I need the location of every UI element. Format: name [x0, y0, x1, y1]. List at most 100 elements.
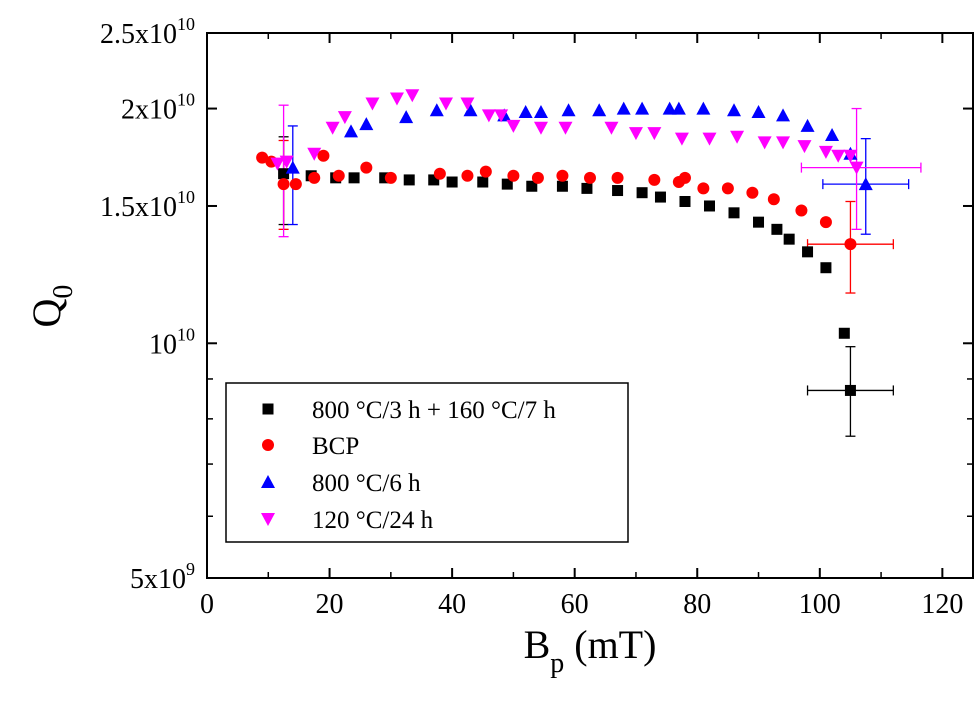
data-point — [818, 145, 833, 159]
data-point — [776, 108, 791, 122]
data-point — [389, 92, 404, 106]
data-point — [332, 169, 345, 182]
data-point — [337, 111, 352, 125]
series-4-points — [270, 89, 864, 175]
data-point — [533, 121, 548, 135]
legend: 800 °C/3 h + 160 °C/7 h BCP 800 °C/6 h 1… — [225, 382, 629, 543]
data-point — [277, 178, 290, 191]
data-point — [278, 168, 290, 180]
x-tick-label: 100 — [799, 589, 841, 620]
data-point — [533, 104, 548, 118]
x-tick-label: 40 — [438, 589, 466, 620]
data-point — [674, 132, 689, 146]
x-tick-label: 60 — [561, 589, 589, 620]
series-2-points — [256, 149, 857, 251]
data-point — [757, 136, 772, 150]
legend-label-series-1: 800 °C/3 h + 160 °C/7 h — [312, 397, 556, 424]
data-point — [365, 97, 380, 111]
x-tick-labels: 0 20 40 60 80 100 120 — [200, 589, 963, 620]
data-point — [307, 147, 322, 161]
data-point — [592, 103, 607, 117]
data-point — [463, 103, 478, 117]
data-point — [612, 185, 624, 197]
data-point — [348, 172, 360, 184]
x-tick-label: 20 — [316, 589, 344, 620]
data-point — [481, 109, 496, 123]
data-point — [405, 89, 420, 103]
data-point — [285, 160, 300, 174]
data-point — [776, 136, 791, 150]
y-tick-label: 5x109 — [130, 559, 195, 595]
data-point — [783, 233, 795, 245]
data-point — [403, 174, 415, 186]
data-point — [518, 104, 533, 118]
y-axis-title: Q0 — [24, 285, 79, 328]
x-tick-label: 80 — [683, 589, 711, 620]
data-point — [628, 127, 643, 141]
y-tick-label: 1.5x1010 — [100, 187, 195, 223]
data-point — [849, 161, 864, 175]
y-tick-label: 2x1010 — [121, 90, 195, 126]
data-point — [703, 200, 715, 212]
data-point — [561, 103, 576, 117]
data-point — [819, 216, 832, 229]
x-tick-label: 0 — [200, 589, 214, 620]
legend-label-series-3: 800 °C/6 h — [312, 470, 421, 497]
data-point — [746, 186, 759, 199]
data-point — [428, 174, 440, 186]
data-point — [325, 121, 340, 135]
data-point — [844, 384, 856, 396]
error-bar — [800, 107, 922, 230]
data-point — [697, 182, 710, 195]
data-point — [317, 149, 330, 162]
y-tick-labels: 5x109 1010 1.5x1010 2x1010 2.5x1010 — [100, 14, 195, 595]
data-point — [279, 155, 294, 169]
data-point — [460, 97, 475, 111]
data-point — [728, 207, 740, 219]
data-point — [797, 140, 812, 154]
data-point — [825, 127, 840, 141]
data-point — [751, 104, 766, 118]
data-point — [767, 193, 780, 206]
data-point — [581, 182, 593, 194]
plot-frame — [206, 32, 974, 579]
data-point — [831, 149, 846, 163]
data-point — [584, 171, 596, 184]
data-point — [558, 121, 573, 135]
data-point — [721, 182, 734, 195]
data-point — [507, 169, 520, 182]
data-point — [360, 161, 373, 174]
axis-ticks-layer — [206, 32, 973, 579]
data-point — [858, 177, 873, 191]
data-point — [648, 173, 661, 186]
data-point — [844, 238, 857, 251]
data-point — [616, 101, 631, 115]
data-point — [635, 101, 650, 115]
data-point — [838, 327, 850, 339]
data-point — [679, 195, 691, 207]
data-point — [494, 109, 509, 123]
data-point — [477, 176, 489, 188]
data-point — [446, 176, 458, 188]
data-point — [843, 149, 858, 163]
data-point — [702, 132, 717, 146]
legend-label-series-2: BCP — [312, 433, 359, 460]
legend-markers — [261, 403, 275, 526]
y-tick-label: 1010 — [149, 324, 195, 360]
data-point — [654, 191, 666, 203]
data-point — [384, 171, 397, 184]
data-point — [636, 187, 648, 199]
data-point — [647, 127, 662, 141]
data-point — [611, 171, 624, 184]
data-point — [671, 101, 686, 115]
data-point — [344, 124, 359, 138]
data-point — [501, 178, 513, 190]
data-point — [399, 110, 414, 124]
data-point — [556, 169, 569, 182]
legend-marker-series-2 — [262, 439, 274, 451]
data-point — [506, 119, 521, 133]
data-point — [479, 165, 492, 178]
x-tick-label: 120 — [921, 589, 963, 620]
data-point — [270, 157, 285, 171]
legend-box — [225, 382, 629, 543]
